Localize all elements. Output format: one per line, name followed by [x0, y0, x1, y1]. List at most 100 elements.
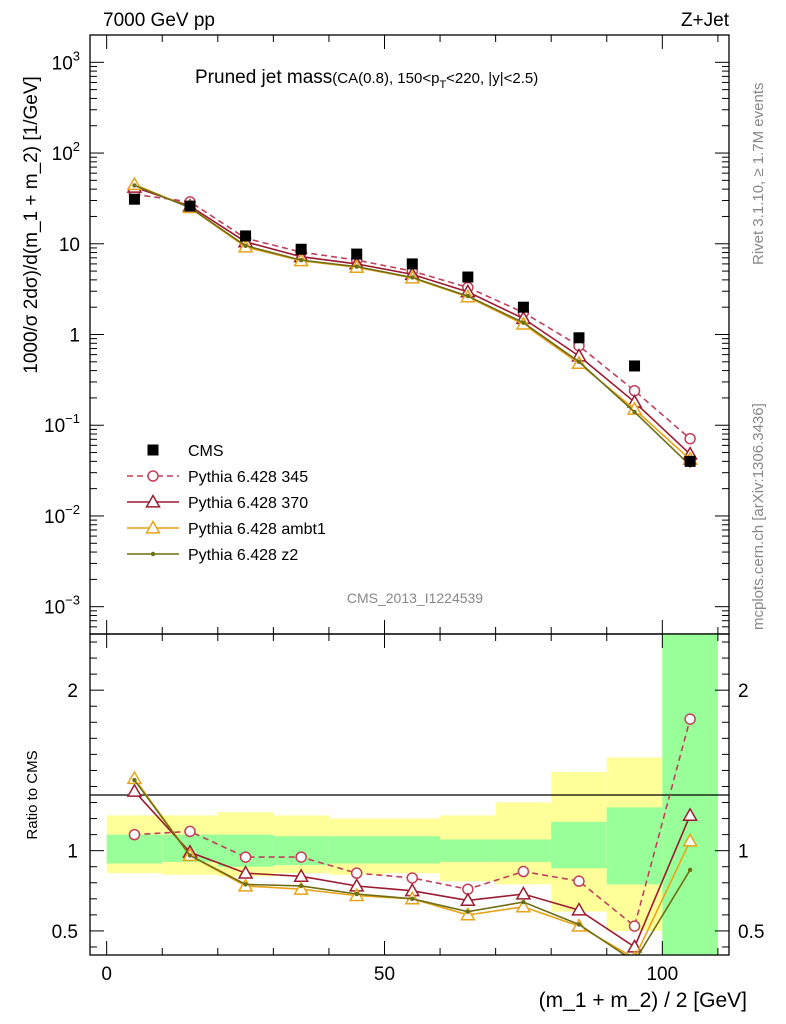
ratio-pythia-6-428-370-point — [682, 807, 698, 821]
legend-pythia-6-428-345-swatch-point — [147, 470, 159, 482]
ratio-pythia-6-428-z2-point — [187, 853, 193, 858]
main-marks — [126, 176, 698, 468]
band-inner — [495, 839, 552, 862]
cms-point — [684, 455, 696, 467]
pythia-6-428-z2-line — [134, 184, 691, 467]
band-inner — [328, 836, 385, 864]
ratio-panel: 0.5 0.5 1 1 2 2 0 50 100 Ratio to CMS (m_1 + m_… — [24, 633, 764, 1012]
legend-pythia-6-428-370-swatch-point — [145, 493, 161, 508]
ratio-y-axis: 0.5 0.5 1 1 2 2 — [52, 641, 764, 948]
ratio-frame — [89, 633, 730, 956]
pythia-6-428-z2-point — [243, 243, 248, 248]
x-tick-label: 100 — [646, 964, 678, 985]
ratio-pythia-6-428-z2-point — [521, 899, 526, 905]
ratio-y-label: Ratio to CMS — [24, 750, 41, 839]
ratio-pythia-6-428-ambt1-point — [631, 950, 638, 955]
legend-pythia-6-428-z2-swatch-point — [150, 551, 156, 557]
cms-point — [462, 271, 474, 283]
ratio-pythia-6-428-z2-point — [243, 882, 248, 887]
series-pythia-6-428-345 — [128, 188, 696, 445]
main-frame — [89, 34, 730, 635]
y-tick-label: 10−3 — [44, 593, 80, 619]
header-right: Z+Jet — [681, 10, 730, 31]
ratio-pythia-6-428-ambt1-point — [126, 770, 143, 785]
y-tick-label: 102 — [52, 139, 80, 165]
plot-title-sub-a: (CA(0.8), 150<p — [332, 70, 439, 87]
y-tick-label: 10 — [59, 235, 80, 256]
y-tick-label: 1 — [69, 326, 80, 347]
ratio-pythia-6-428-345 — [128, 713, 696, 932]
pythia-6-428-ambt1-line — [134, 183, 691, 461]
y-tick-label: 10−1 — [44, 411, 80, 437]
cms-point — [295, 243, 307, 255]
y-tick-label: 103 — [52, 48, 80, 74]
y-tick-label-exponent: −2 — [65, 502, 80, 517]
analysis-id: CMS_2013_I1224539 — [347, 590, 483, 606]
rivet-label: Rivet 3.1.10, ≥ 1.7M events — [750, 83, 767, 266]
ratio-y-tick-label: 1 — [67, 842, 78, 863]
main-y-label: 1000/σ 2dσ)/d(m_1 + m_2) [1/GeV] — [21, 76, 42, 374]
ratio-pythia-6-428-345-point — [628, 920, 641, 932]
ratio-pythia-6-428-370-point — [126, 783, 143, 797]
legend-cms-text: CMS — [188, 443, 224, 460]
plot-title: Pruned jet mass(CA(0.8), 150<pT<220, |y|… — [195, 67, 538, 91]
cms-point — [629, 360, 641, 372]
legend-pythia-6-428-ambt1-swatch-point — [145, 519, 161, 534]
cms-point — [573, 332, 585, 344]
y-tick-label-base: 10 — [52, 53, 73, 74]
ratio-pythia-6-428-ambt1-point — [460, 906, 476, 921]
ratio-pythia-6-428-345-point — [350, 867, 363, 879]
ratio-pythia-6-428-345-point — [295, 851, 307, 863]
ratio-pythia-6-428-ambt1-point — [682, 833, 698, 847]
ratio-y-tick-label: 0.5 — [52, 922, 78, 943]
pythia-6-428-z2-point — [632, 409, 637, 415]
cms-point — [406, 258, 418, 270]
pythia-6-428-z2-point — [132, 183, 137, 188]
pythia-6-428-z2-point — [521, 320, 526, 325]
pythia-6-428-z2-point — [298, 257, 304, 263]
legend-cms-swatch-point — [147, 444, 159, 456]
pythia-6-428-345-line — [134, 193, 691, 440]
legend-cms: CMS — [147, 443, 224, 460]
pythia-6-428-z2-point — [576, 359, 582, 365]
ratio-pythia-6-428-370-point — [460, 892, 476, 907]
header-left: 7000 GeV pp — [103, 10, 215, 31]
cms-point — [517, 301, 529, 313]
legend-pythia-6-428-ambt1: Pythia 6.428 ambt1 — [127, 519, 326, 538]
main-x-axis — [106, 35, 719, 634]
cms-point — [351, 248, 363, 260]
y-tick-label-exponent: −1 — [65, 411, 80, 426]
ratio-pythia-6-428-z2-point — [298, 883, 304, 889]
y-tick-label-base: 10 — [44, 598, 65, 619]
band-inner — [440, 839, 496, 862]
ratio-pythia-6-428-345-point — [184, 825, 196, 838]
y-tick-label-exponent: 3 — [73, 48, 80, 63]
y-tick-label-base: 10 — [44, 507, 65, 528]
ratio-pythia-6-428-z2-point — [410, 896, 415, 902]
ratio-x-axis: 0 50 100 — [101, 634, 719, 985]
ratio-pythia-6-428-370-point — [571, 902, 587, 916]
plot-title-sub-b: <220, |y|<2.5) — [446, 70, 538, 87]
ratio-pythia-6-428-ambt1-point — [515, 898, 532, 913]
cms-point — [184, 200, 196, 212]
ratio-pythia-6-428-345-point — [684, 713, 696, 725]
ratio-pythia-6-428-z2-point — [687, 867, 693, 873]
band-inner — [606, 807, 663, 885]
ratio-pythia-6-428-370-point — [515, 885, 532, 900]
x-tick-label: 50 — [374, 964, 395, 985]
legend-pythia-6-428-ambt1-text: Pythia 6.428 ambt1 — [188, 521, 326, 538]
ratio-y-tick-label-right: 0.5 — [738, 922, 764, 943]
plot-title-main: Pruned jet mass — [195, 67, 332, 88]
legend-pythia-6-428-z2-text: Pythia 6.428 z2 — [188, 547, 298, 564]
pythia-6-428-345-point — [684, 432, 696, 445]
plot-title-sub-sub: T — [439, 79, 446, 91]
y-tick-label-base: 10 — [52, 144, 73, 165]
x-axis-label: (m_1 + m_2) / 2 [GeV] — [539, 989, 747, 1012]
ratio-pythia-6-428-345-point — [406, 872, 419, 884]
pythia-6-428-z2-point — [465, 293, 471, 299]
legend-pythia-6-428-345: Pythia 6.428 345 — [127, 469, 308, 486]
pythia-6-428-z2-point — [410, 275, 415, 280]
